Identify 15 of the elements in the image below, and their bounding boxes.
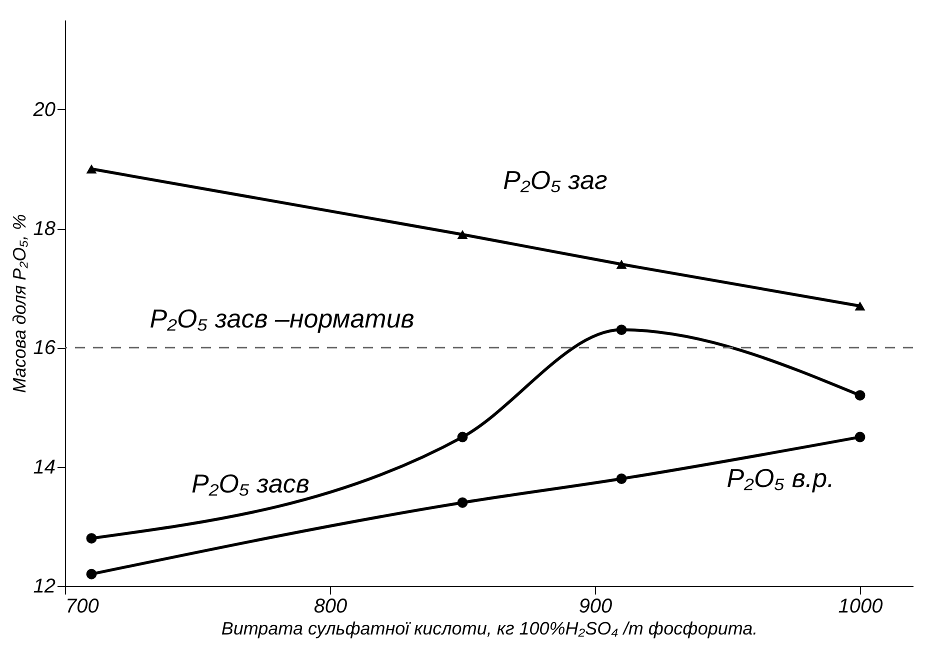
x-axis-title: Витрата сульфатної кислоти, кг 100%H₂SO₄ /т фосфорита. <box>221 618 758 638</box>
x-tick-label: 1000 <box>838 596 883 618</box>
y-tick-label: 12 <box>33 576 56 598</box>
ref-line-label: P₂O₅ засв –норматив <box>150 304 414 334</box>
x-tick-label: 700 <box>66 596 99 618</box>
series-label: P₂O₅ в.р. <box>726 462 834 493</box>
y-tick-label: 14 <box>33 456 56 478</box>
y-tick-label: 16 <box>33 337 56 360</box>
y-tick-label: 20 <box>32 98 56 121</box>
y-tick-label: 18 <box>33 218 56 240</box>
x-tick-label: 900 <box>578 596 612 618</box>
series-label: P₂O₅ засв <box>192 468 310 499</box>
x-tick-label: 800 <box>314 596 348 618</box>
series-label: P₂O₅ заг <box>503 164 608 195</box>
y-axis-title: Масова доля P₂O₅, % <box>9 214 30 393</box>
